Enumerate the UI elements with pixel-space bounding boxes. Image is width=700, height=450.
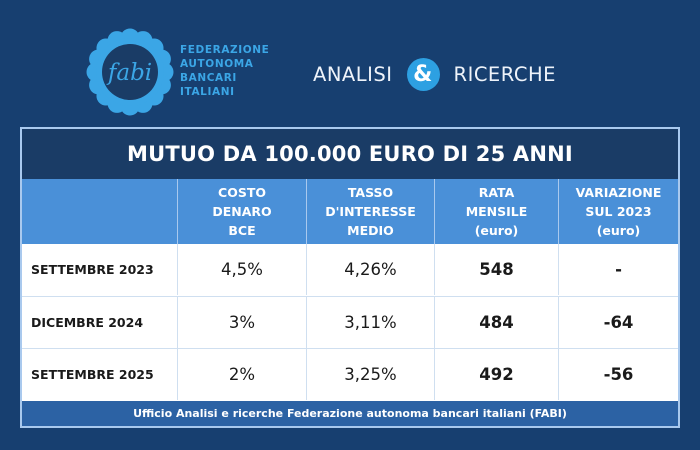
cell-tasso: 3,25% <box>306 349 434 400</box>
header-cell-empty <box>22 179 177 244</box>
cell-rata: 492 <box>434 349 558 400</box>
header-line: TASSO <box>347 185 394 200</box>
org-line: FEDERAZIONE <box>180 44 270 56</box>
logo-text: fabi <box>106 60 152 86</box>
cell-costo-bce: 4,5% <box>177 244 306 295</box>
org-line: BANCARI <box>180 72 237 84</box>
analisi-ricerche-brand: ANALISI & RICERCHE <box>313 56 556 92</box>
row-period: SETTEMBRE 2023 <box>31 262 154 277</box>
mortgage-table: MUTUO DA 100.000 EURO DI 25 ANNI COSTO DE… <box>20 127 680 428</box>
header-variazione: VARIAZIONE SUL 2023 (euro) <box>558 179 678 244</box>
cell-costo-bce: 2% <box>177 349 306 400</box>
row-period: SETTEMBRE 2025 <box>31 367 154 382</box>
header-tasso-interesse: TASSO D'INTERESSE MEDIO <box>306 179 434 244</box>
header-line: SUL 2023 <box>585 204 652 219</box>
header-line: VARIAZIONE <box>575 185 662 200</box>
header-rata-mensile: RATA MENSILE (euro) <box>434 179 558 244</box>
cell-tasso: 4,26% <box>306 244 434 295</box>
org-line: AUTONOMA <box>180 58 254 70</box>
cell-tasso: 3,11% <box>306 297 434 348</box>
table-row: SETTEMBRE 2023 4,5% 4,26% 548 - <box>22 244 678 296</box>
header-line: MEDIO <box>347 223 394 238</box>
header-line: COSTO <box>218 185 266 200</box>
table-footer-source: Ufficio Analisi e ricerche Federazione a… <box>22 401 678 426</box>
row-period: DICEMBRE 2024 <box>31 315 144 330</box>
header-line: BCE <box>228 223 256 238</box>
header-line: DENARO <box>212 204 272 219</box>
cell-costo-bce: 3% <box>177 297 306 348</box>
cell-rata: 484 <box>434 297 558 348</box>
header-costo-denaro-bce: COSTO DENARO BCE <box>177 179 306 244</box>
cell-variazione: -64 <box>558 297 678 348</box>
fabi-logo: fabi <box>86 28 174 116</box>
table-header: COSTO DENARO BCE TASSO D'INTERESSE MEDIO RAT… <box>22 179 678 244</box>
cell-rata: 548 <box>434 244 558 295</box>
table-title: MUTUO DA 100.000 EURO DI 25 ANNI <box>22 129 678 179</box>
org-line: ITALIANI <box>180 86 235 98</box>
header-line: MENSILE <box>465 204 528 219</box>
organization-name: FEDERAZIONE AUTONOMA BANCARI ITALIANI <box>180 43 269 99</box>
table-row: DICEMBRE 2024 3% 3,11% 484 -64 <box>22 296 678 348</box>
header-line: RATA <box>478 185 515 200</box>
header-line: (euro) <box>596 223 641 238</box>
ampersand-icon: & <box>406 57 440 91</box>
brand-left: ANALISI <box>313 62 393 86</box>
cell-variazione: -56 <box>558 349 678 400</box>
table-row: SETTEMBRE 2025 2% 3,25% 492 -56 <box>22 348 678 400</box>
brand-right: RICERCHE <box>453 62 556 86</box>
header-line: D'INTERESSE <box>325 204 416 219</box>
header-line: (euro) <box>474 223 519 238</box>
cell-variazione: - <box>558 244 678 295</box>
